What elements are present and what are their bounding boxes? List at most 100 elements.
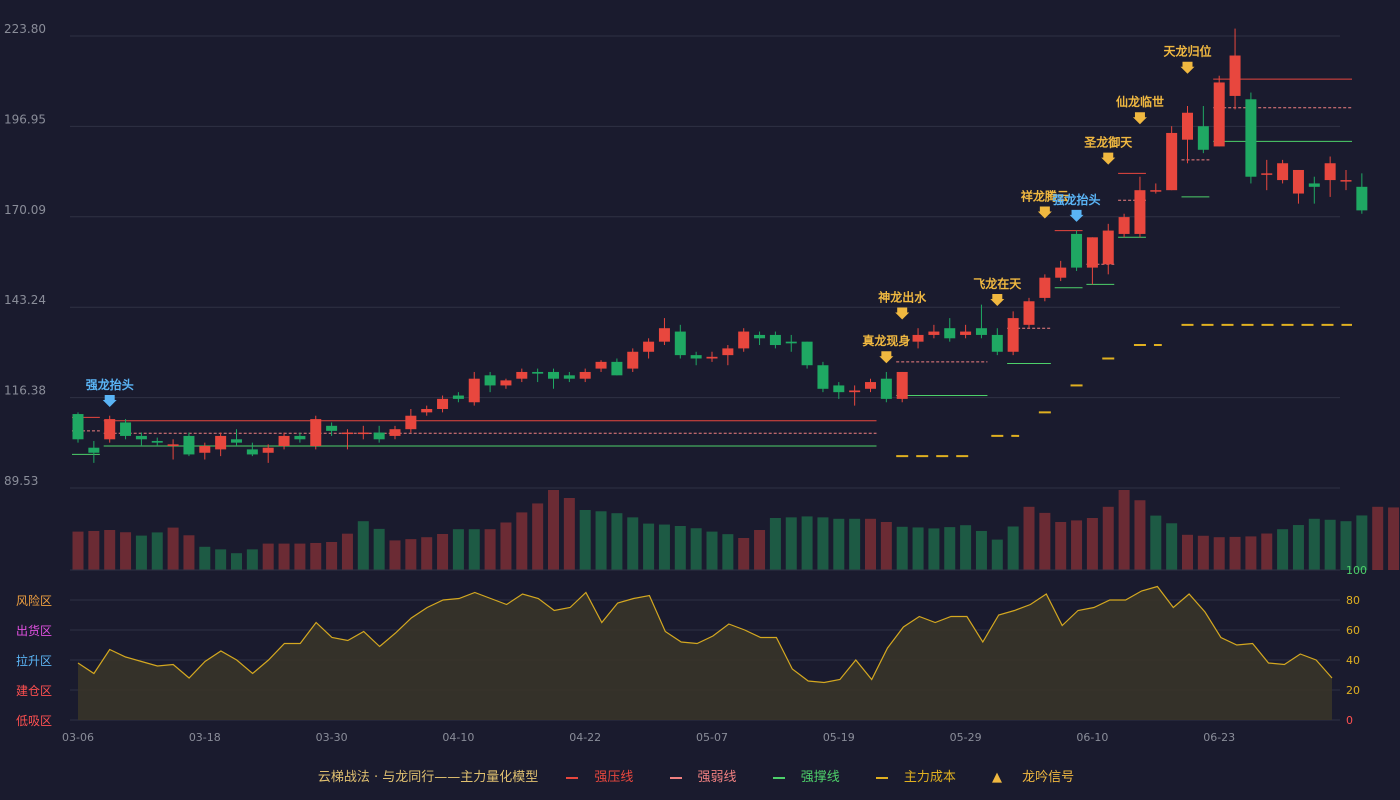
volume-bar: [1102, 506, 1114, 570]
signal-arrow-icon: [879, 351, 894, 364]
candle-body: [706, 356, 718, 359]
candle-body: [468, 378, 480, 403]
volume-bar: [167, 527, 179, 570]
volume-bar: [801, 516, 813, 570]
volume-bar: [1166, 523, 1178, 570]
volume-bar: [1245, 536, 1257, 570]
volume-bar: [341, 533, 353, 570]
volume-bar: [389, 540, 401, 570]
legend-signal[interactable]: ▲ 龙吟信号: [984, 766, 1082, 785]
signal-label: 真龙现身: [862, 333, 910, 348]
candle-body: [849, 390, 861, 393]
volume-bar: [72, 531, 84, 570]
price-axis-label: 196.95: [4, 112, 46, 126]
signal-arrow-icon: [1180, 61, 1195, 74]
volume-bar: [975, 530, 987, 570]
candle-body: [563, 375, 575, 379]
volume-bar: [1150, 515, 1162, 570]
legend-resist-label: 强压线: [594, 770, 634, 785]
volume-bar: [1229, 536, 1241, 570]
candle-body: [1182, 112, 1193, 140]
candle-body: [1308, 183, 1320, 187]
osc-axis-label: 40: [1346, 654, 1360, 667]
candle-body: [1340, 180, 1352, 182]
candle-body: [722, 348, 734, 356]
volume-bar: [1023, 506, 1035, 570]
date-axis-label: 05-19: [823, 731, 855, 744]
signal-label: 仙龙临世: [1116, 94, 1164, 109]
volume-bar: [548, 490, 559, 570]
volume-bar: [1197, 535, 1209, 570]
volume-bar: [310, 542, 322, 570]
candle-body: [373, 432, 385, 440]
price-axis-label: 116.38: [4, 384, 46, 398]
date-axis-label: 06-23: [1203, 731, 1235, 744]
candle-body: [405, 415, 417, 430]
volume-bar: [833, 518, 845, 570]
volume-bar: [595, 511, 607, 570]
osc-axis-label: 100: [1346, 564, 1367, 577]
candle-body: [1118, 217, 1130, 234]
volume-bar: [468, 529, 480, 570]
osc-line: [77, 585, 1333, 684]
candle-body: [167, 444, 179, 447]
volume-bar: [928, 528, 940, 570]
candle-body: [912, 334, 924, 342]
signal-arrow-icon: [990, 294, 1005, 307]
date-axis-label: 03-06: [62, 731, 94, 744]
signal-label: 祥龙腾云: [1021, 188, 1069, 203]
legend-support-label: 强撑线: [800, 770, 840, 785]
volume-bar: [738, 538, 750, 570]
volume-bar: [1292, 525, 1304, 570]
volume-bar: [754, 530, 766, 570]
candle-body: [500, 380, 512, 386]
volume-bar: [1039, 512, 1051, 570]
volume-bar: [960, 525, 972, 570]
volume-bar: [785, 517, 797, 570]
legend-support[interactable]: 强撑线: [765, 766, 848, 785]
candle-body: [548, 371, 559, 379]
volume-bar: [690, 528, 702, 570]
volume-bar: [278, 543, 290, 570]
date-axis-label: 03-18: [189, 731, 221, 744]
osc-axis-label: 80: [1346, 594, 1360, 607]
volume-bar: [199, 546, 211, 570]
volume-bar: [421, 537, 433, 570]
candle-body: [516, 371, 528, 379]
legend-support-swatch: [772, 776, 785, 779]
volume-bar: [674, 526, 686, 570]
volume-bar: [516, 512, 528, 570]
volume-bar: [1007, 526, 1019, 570]
candle-body: [1134, 190, 1146, 234]
candle-body: [975, 328, 987, 335]
volume-bar: [1277, 529, 1289, 570]
legend-cost[interactable]: 主力成本: [868, 766, 964, 785]
legend-resist[interactable]: 强压线: [558, 766, 641, 785]
legend-signal-label: 龙吟信号: [1022, 770, 1075, 785]
candle-body: [1229, 55, 1241, 96]
volume-bar: [1182, 534, 1193, 570]
candle-body: [389, 429, 401, 436]
volume-bar: [817, 517, 829, 570]
legend-weak[interactable]: 强弱线: [662, 766, 745, 785]
legend-weak-label: 强弱线: [697, 770, 737, 785]
candle-body: [199, 446, 211, 453]
osc-zone-label: 拉升区: [16, 653, 52, 668]
volume-bar: [357, 521, 369, 570]
volume-bar: [912, 527, 924, 570]
volume-bar: [1388, 507, 1400, 570]
volume-bar: [849, 518, 861, 570]
candle-body: [246, 449, 258, 455]
candle-body: [944, 328, 956, 339]
signal-arrow-icon: [102, 394, 117, 407]
volume-bar: [437, 534, 449, 570]
volume-bar: [1324, 519, 1336, 570]
volume-bar: [1071, 520, 1083, 570]
candle-body: [817, 365, 829, 389]
candle-body: [643, 341, 655, 352]
osc-zone-label: 低吸区: [16, 714, 52, 728]
candle-body: [294, 435, 306, 440]
candle-body: [960, 331, 972, 335]
volume-bar: [151, 532, 163, 570]
